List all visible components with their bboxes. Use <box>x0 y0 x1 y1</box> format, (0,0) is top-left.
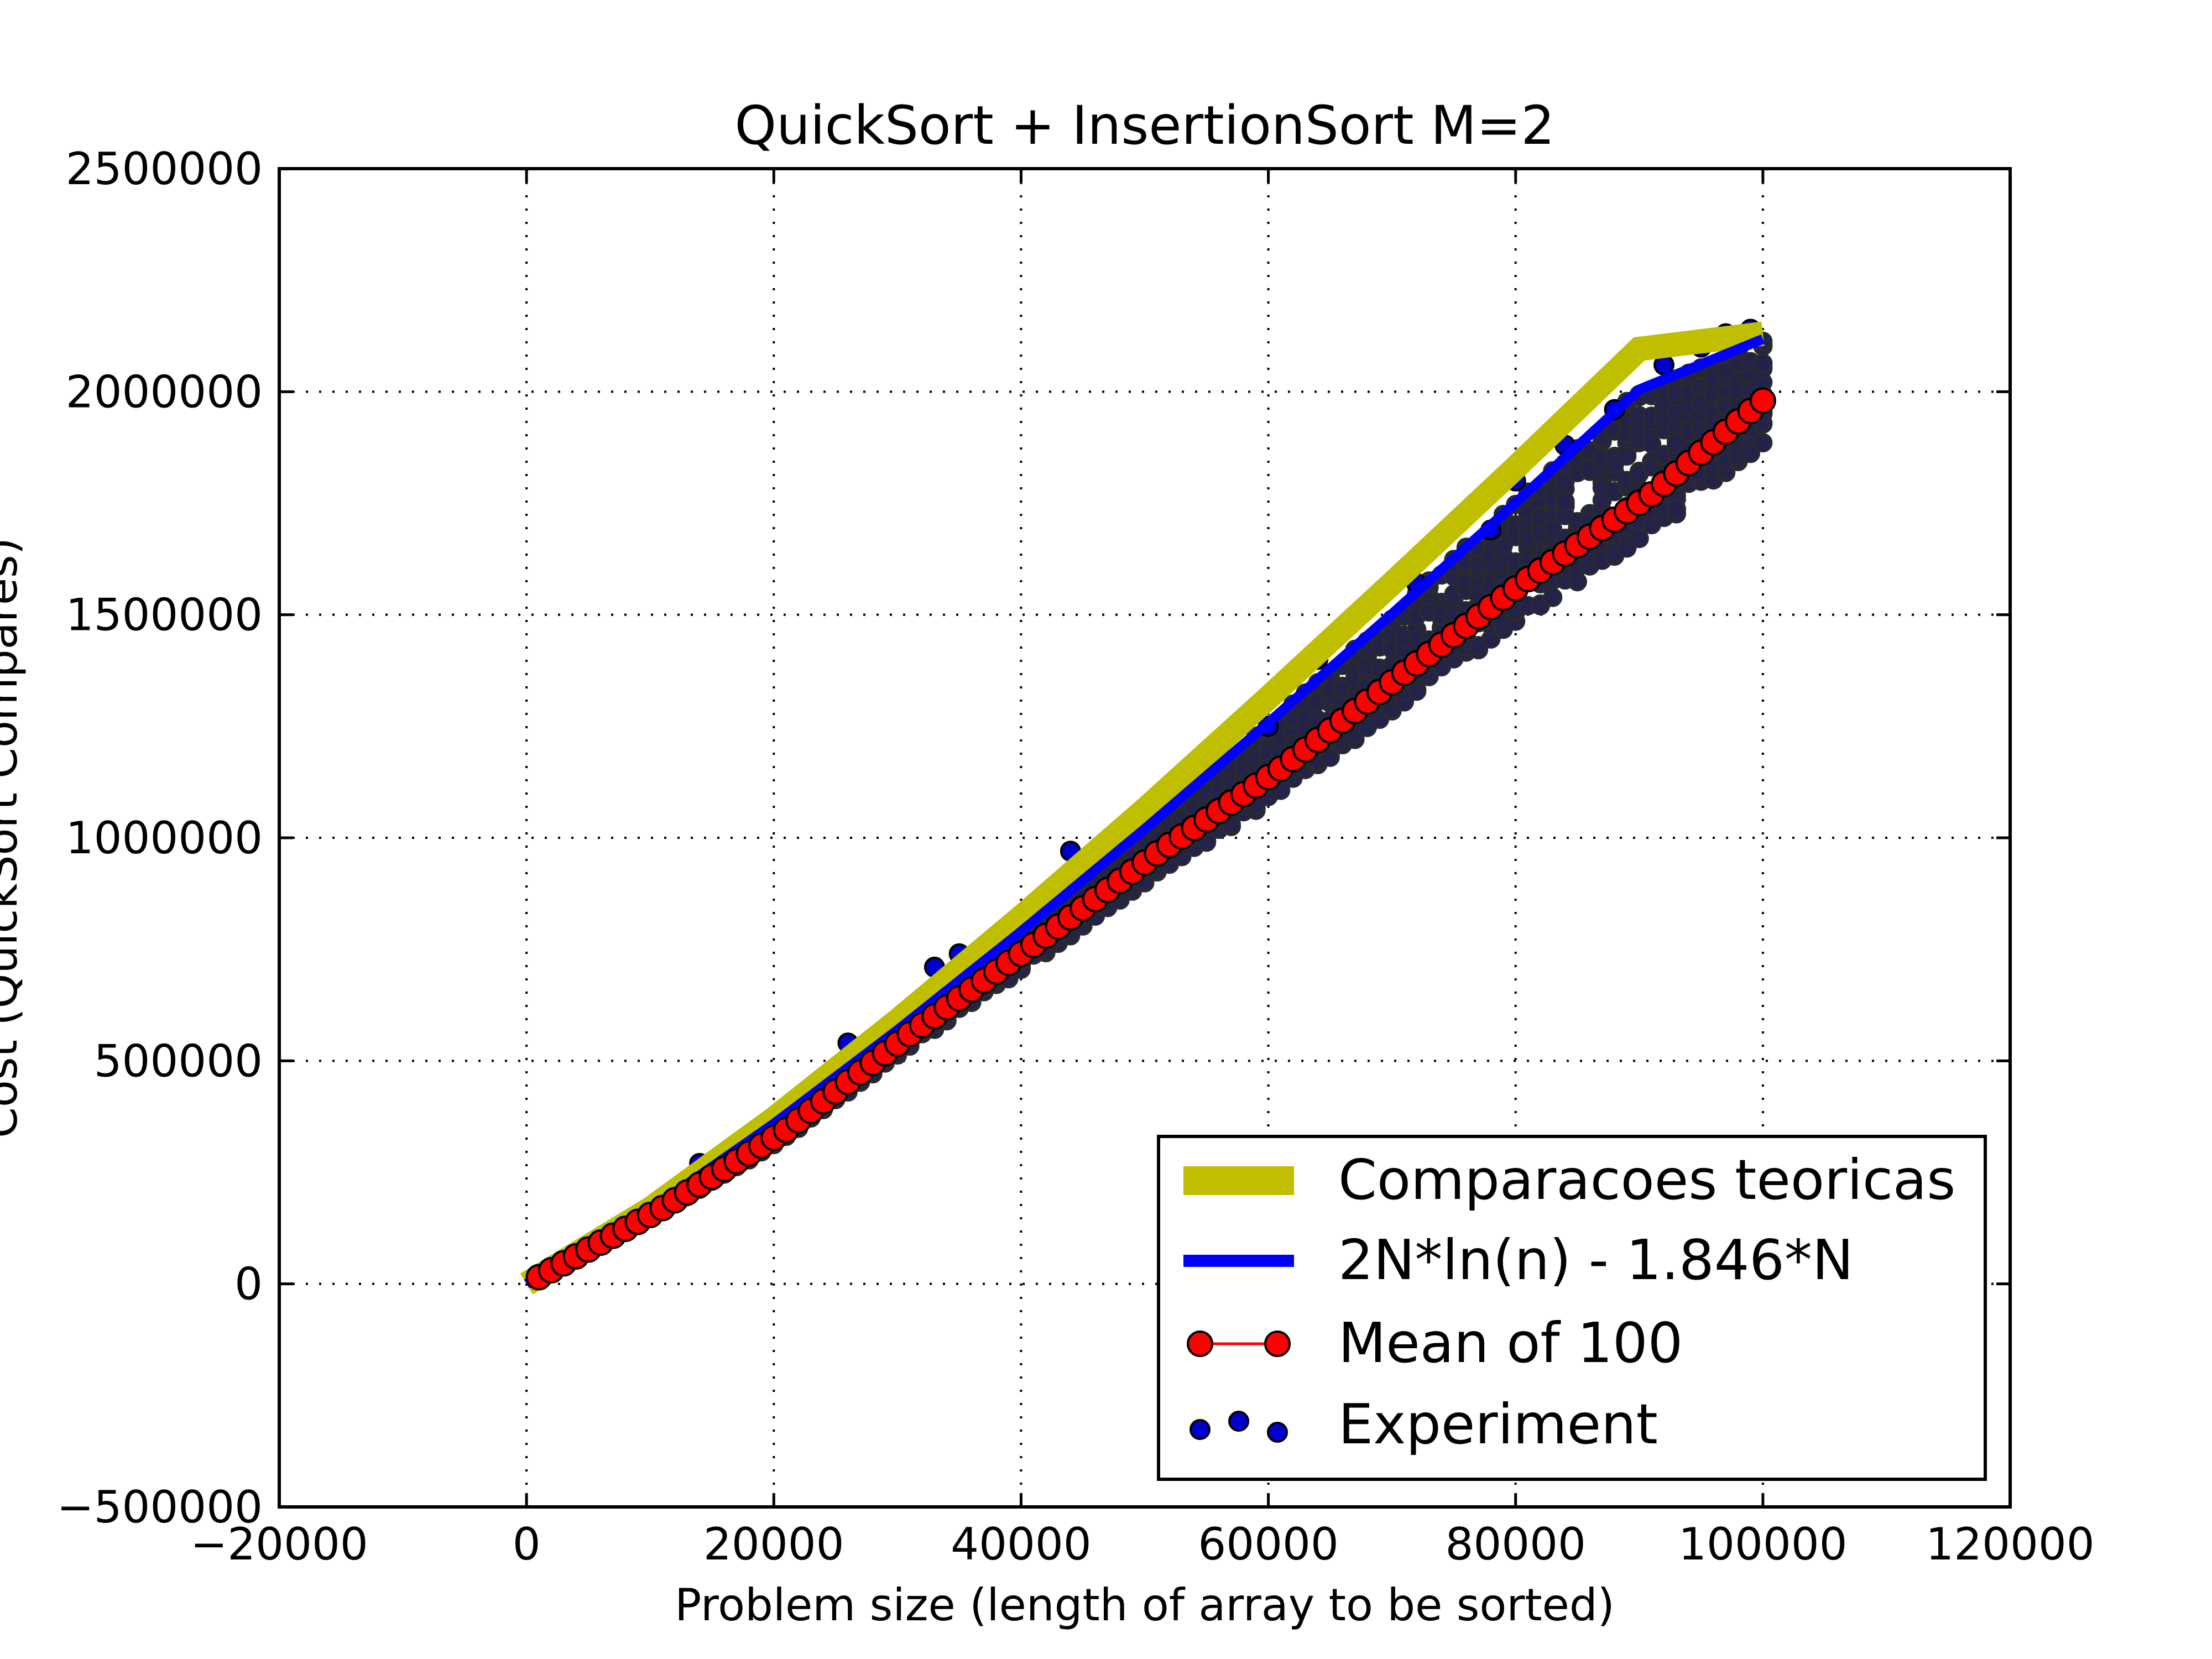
x-tick-label: 20000 <box>703 1519 844 1570</box>
y-axis-label: Cost (QuickSort Compares) <box>0 538 27 1138</box>
y-tick-label: 2000000 <box>66 366 263 418</box>
legend-swatch-mean-marker-right <box>1264 1331 1291 1357</box>
experiment-point <box>1543 587 1563 607</box>
legend-frame <box>1157 1135 1987 1481</box>
mean-marker <box>1749 387 1776 414</box>
y-tick-label: 1500000 <box>66 589 263 641</box>
x-tick-label: 80000 <box>1445 1519 1586 1570</box>
experiment-point <box>1741 444 1760 463</box>
experiment-point <box>1753 433 1773 453</box>
x-tick-label: 0 <box>513 1519 541 1570</box>
x-tick-label: 100000 <box>1678 1519 1847 1570</box>
x-axis-label: Problem size (length of array to be sort… <box>675 1579 1615 1631</box>
legend-swatch-mean-marker-left <box>1187 1331 1213 1357</box>
y-tick-label: 2500000 <box>66 143 263 195</box>
y-tick-label: 500000 <box>94 1035 263 1087</box>
y-tick-label: 0 <box>234 1259 263 1310</box>
legend-label-experiment: Experiment <box>1338 1392 1658 1457</box>
legend-swatch-experiment-3 <box>1267 1422 1288 1443</box>
y-tick-label: −500000 <box>57 1481 263 1533</box>
experiment-point <box>1555 492 1575 512</box>
legend-swatch-experiment-2 <box>1228 1411 1249 1432</box>
y-tick-label: 1000000 <box>66 812 263 864</box>
experiment-point <box>1407 681 1427 701</box>
x-tick-label: 60000 <box>1198 1519 1339 1570</box>
experiment-point <box>1617 446 1637 466</box>
experiment-point <box>1666 500 1686 520</box>
legend-label-mean: Mean of 100 <box>1338 1311 1683 1375</box>
experiment-point <box>1753 354 1773 374</box>
legend-label-theoretical: Comparacoes teoricas <box>1338 1147 1955 1212</box>
experiment-point <box>1629 529 1649 549</box>
x-tick-label: 40000 <box>951 1519 1092 1570</box>
legend-swatch-experiment-1 <box>1190 1419 1211 1440</box>
chart-title: QuickSort + InsertionSort M=2 <box>735 95 1555 156</box>
legend: Comparacoes teoricas 2N*ln(n) - 1.846*N … <box>1157 1135 1987 1481</box>
x-tick-label: −20000 <box>190 1519 368 1570</box>
legend-label-formula: 2N*ln(n) - 1.846*N <box>1338 1228 1854 1292</box>
x-tick-label: 120000 <box>1926 1519 2094 1570</box>
series-layer <box>520 321 1776 1295</box>
experiment-point <box>1568 572 1587 592</box>
axis-ticks: −20000 0 20000 40000 60000 80000 100000 120000 −… <box>57 143 2095 1570</box>
experiment-point <box>1320 747 1340 767</box>
